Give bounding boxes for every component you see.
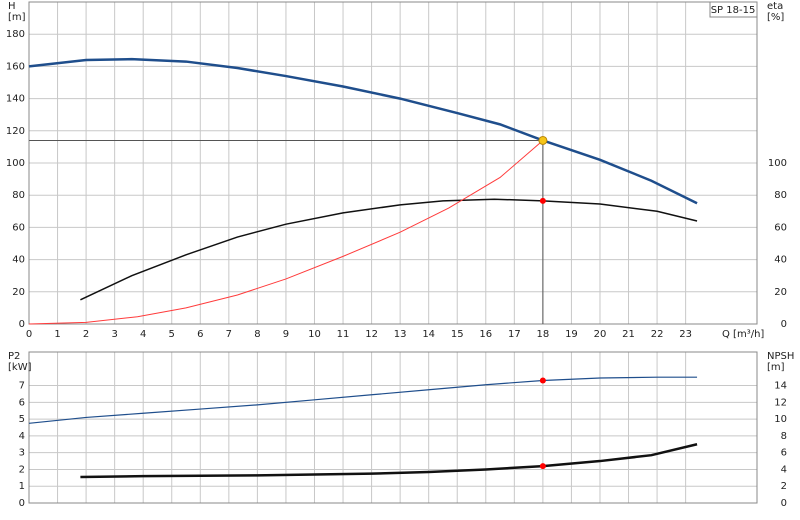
x-axis-label: Q [m³/h] <box>722 329 764 340</box>
curve <box>28 140 544 325</box>
y-tick-label: 120 <box>6 126 25 137</box>
y2-axis-label: NPSH <box>767 351 794 362</box>
x-tick-label: 10 <box>308 329 321 340</box>
x-tick-label: 19 <box>565 329 578 340</box>
y2-tick-label: 12 <box>774 397 787 408</box>
plot-frame <box>28 1 758 325</box>
y2-tick-label: 4 <box>781 464 787 475</box>
operating-point <box>538 135 548 145</box>
y-tick-label: 7 <box>19 381 25 392</box>
x-tick-label: 22 <box>651 329 664 340</box>
y2-tick-label: 14 <box>774 381 787 392</box>
y-tick-label: 6 <box>19 397 25 408</box>
y-axis-label: H <box>8 1 16 12</box>
y2-axis-label: eta <box>767 1 783 12</box>
y2-tick-label: 8 <box>781 431 787 442</box>
y-tick-label: 0 <box>19 319 25 330</box>
x-tick-label: 8 <box>254 329 260 340</box>
y2-tick-label: 10 <box>774 414 787 425</box>
y-axis-label: [m] <box>8 12 26 23</box>
y2-tick-label: 0 <box>781 498 787 509</box>
x-tick-label: 0 <box>26 329 32 340</box>
y2-axis-label: [m] <box>767 362 785 373</box>
x-tick-label: 6 <box>197 329 203 340</box>
y-tick-label: 40 <box>12 255 25 266</box>
title-box <box>709 1 758 18</box>
chart-title: SP 18-15 <box>711 5 756 16</box>
y2-tick-label: 80 <box>774 190 787 201</box>
y-tick-label: 100 <box>6 158 25 169</box>
curve <box>28 57 698 205</box>
x-tick-label: 11 <box>337 329 350 340</box>
x-tick-label: 18 <box>537 329 550 340</box>
y2-tick-label: 100 <box>768 158 787 169</box>
y2-tick-label: 0 <box>781 319 787 330</box>
x-tick-label: 1 <box>54 329 60 340</box>
y-axis-label: [kW] <box>8 362 32 373</box>
x-tick-label: 7 <box>226 329 232 340</box>
y2-tick-label: 20 <box>774 287 787 298</box>
y-tick-label: 3 <box>19 448 25 459</box>
x-tick-label: 12 <box>365 329 378 340</box>
y-tick-label: 180 <box>6 29 25 40</box>
y-tick-label: 160 <box>6 61 25 72</box>
x-tick-label: 9 <box>283 329 289 340</box>
curve <box>80 198 698 301</box>
y-tick-label: 140 <box>6 94 25 105</box>
y-tick-label: 5 <box>19 414 25 425</box>
x-tick-label: 5 <box>169 329 175 340</box>
y2-tick-label: 6 <box>781 448 787 459</box>
y2-tick-label: 60 <box>774 222 787 233</box>
x-tick-label: 14 <box>422 329 435 340</box>
y-tick-label: 60 <box>12 222 25 233</box>
x-tick-label: 3 <box>111 329 117 340</box>
x-tick-label: 20 <box>594 329 607 340</box>
y-tick-label: 0 <box>19 498 25 509</box>
x-tick-label: 2 <box>83 329 89 340</box>
curve <box>80 443 698 479</box>
y-tick-label: 20 <box>12 287 25 298</box>
plot-frame <box>28 351 758 504</box>
y-tick-label: 80 <box>12 190 25 201</box>
x-tick-label: 17 <box>508 329 521 340</box>
y-axis-label: P2 <box>8 351 20 362</box>
y2-tick-label: 40 <box>774 255 787 266</box>
y2-tick-label: 2 <box>781 481 787 492</box>
x-tick-label: 13 <box>394 329 407 340</box>
operating-point <box>539 197 546 204</box>
operating-point <box>539 463 546 470</box>
y2-axis-label: [%] <box>767 12 784 23</box>
y-tick-label: 2 <box>19 464 25 475</box>
y-tick-label: 1 <box>19 481 25 492</box>
curve <box>28 376 698 424</box>
x-tick-label: 16 <box>479 329 492 340</box>
x-tick-label: 4 <box>140 329 146 340</box>
x-tick-label: 15 <box>451 329 464 340</box>
operating-point <box>539 377 546 384</box>
x-tick-label: 23 <box>679 329 692 340</box>
y-tick-label: 4 <box>19 431 25 442</box>
x-tick-label: 21 <box>622 329 635 340</box>
